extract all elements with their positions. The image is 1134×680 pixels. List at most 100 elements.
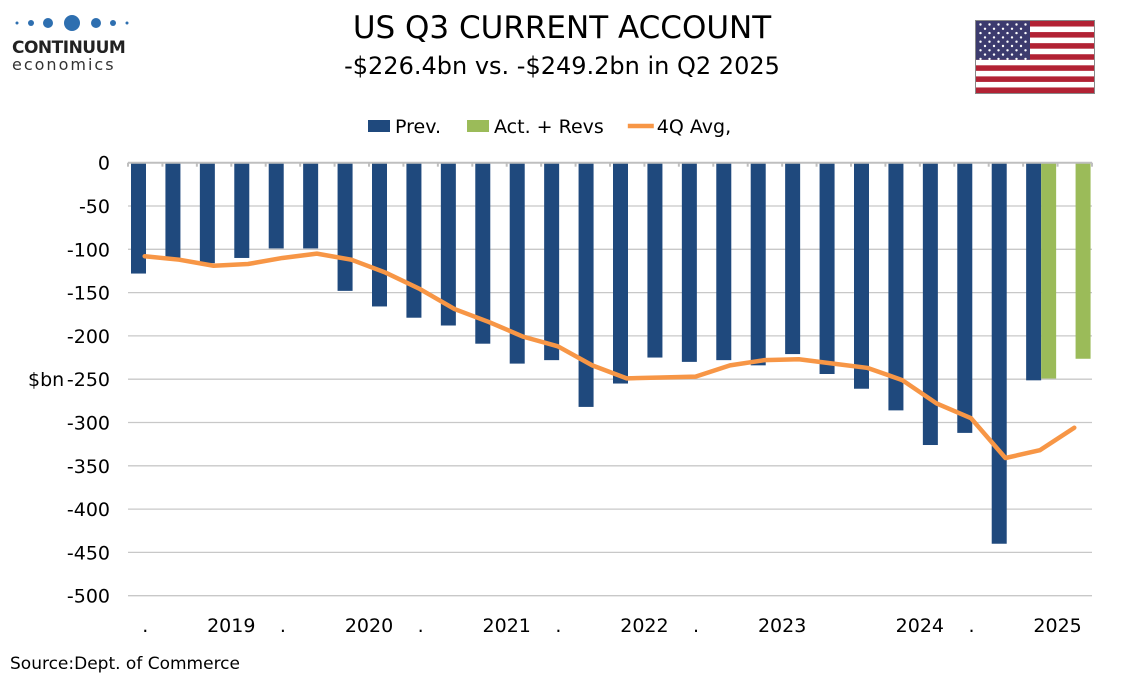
flag-star xyxy=(988,49,991,52)
y-tick-label: -450 xyxy=(67,542,110,564)
flag-star xyxy=(1006,40,1009,43)
bar-prev xyxy=(440,162,456,326)
flag-star xyxy=(1001,27,1005,30)
us-flag-icon xyxy=(975,20,1095,94)
bar-prev xyxy=(406,162,422,318)
flag-star xyxy=(1006,49,1009,52)
legend-label: Prev. xyxy=(395,116,441,138)
flag-star xyxy=(1001,36,1005,39)
chart-title: US Q3 CURRENT ACCOUNT xyxy=(352,10,772,46)
bar-prev xyxy=(268,162,284,249)
x-tick-label: 2019 xyxy=(207,615,255,637)
x-tick-label: . xyxy=(693,615,699,637)
x-tick-label: . xyxy=(280,615,286,637)
flag-star xyxy=(988,23,991,26)
x-tick-label: 2020 xyxy=(345,615,393,637)
flag-stripe xyxy=(976,54,1094,61)
bar-prev xyxy=(199,162,215,264)
bar-prev xyxy=(819,162,835,375)
bar-prev xyxy=(1026,162,1042,381)
line-4q-avg xyxy=(142,251,1077,461)
bar-prev xyxy=(647,162,663,358)
flag-star xyxy=(983,36,987,39)
bar-prev xyxy=(475,162,491,344)
flag-border xyxy=(975,20,1095,94)
x-tick-label: 2023 xyxy=(758,615,806,637)
flag-star xyxy=(997,49,1000,52)
flag-stripe xyxy=(976,65,1094,72)
flag-star xyxy=(979,23,982,26)
bar-prev xyxy=(509,162,525,364)
flag-star xyxy=(997,57,1000,61)
y-tick-label: 0 xyxy=(98,153,110,175)
flag-star xyxy=(1015,40,1018,43)
flag-star xyxy=(992,44,996,48)
x-tick-label: . xyxy=(142,615,148,637)
flag-star xyxy=(979,57,982,61)
flag-star xyxy=(1024,49,1027,52)
x-tick-label: . xyxy=(968,615,974,637)
flag-stripe xyxy=(976,70,1094,77)
y-tick-label: -500 xyxy=(67,586,110,608)
source-note: Source:Dept. of Commerce xyxy=(10,654,240,674)
y-tick-label: -50 xyxy=(79,196,110,218)
x-tick-label: 2021 xyxy=(483,615,531,637)
flag-stripe xyxy=(976,48,1094,55)
bar-prev xyxy=(372,162,387,307)
legend-label: 4Q Avg, xyxy=(657,116,731,138)
bar-prev xyxy=(613,162,628,384)
legend-swatch xyxy=(368,120,390,132)
flag-star xyxy=(992,36,996,39)
flag-star xyxy=(1024,40,1027,43)
logo-name: CONTINUUM xyxy=(12,38,126,58)
flag-star xyxy=(1010,44,1014,48)
flag-star xyxy=(979,40,982,43)
logo-dots-icon xyxy=(15,15,129,31)
flag-star xyxy=(1006,23,1009,26)
legend-swatch xyxy=(467,120,490,132)
flag-star xyxy=(1019,44,1023,48)
bar-prev xyxy=(165,162,181,259)
flag-star xyxy=(1001,44,1005,48)
flag-star xyxy=(992,27,996,30)
flag-star xyxy=(988,57,991,61)
flag-star xyxy=(1015,57,1018,61)
y-tick-label: -250 xyxy=(67,369,110,391)
y-tick-label: -350 xyxy=(67,456,110,478)
flag-stripe xyxy=(976,59,1094,66)
bar-prev xyxy=(131,162,146,274)
bar-prev xyxy=(750,162,766,366)
bar-prev xyxy=(337,162,353,291)
x-tick-label: 2022 xyxy=(620,615,668,637)
bar-prev xyxy=(922,162,938,446)
flag-star xyxy=(1019,27,1023,30)
flag-star xyxy=(1010,53,1014,56)
flag-stripe xyxy=(976,87,1094,94)
flag-star xyxy=(979,31,982,35)
x-tick-label: . xyxy=(555,615,561,637)
flag-star xyxy=(1019,36,1023,39)
flag-star xyxy=(983,53,987,56)
flag-star xyxy=(988,40,991,43)
flag-star xyxy=(1024,23,1027,26)
flag-star xyxy=(1006,57,1009,61)
flag-star xyxy=(997,23,1000,26)
y-tick-label: -300 xyxy=(67,413,110,435)
bar-prev xyxy=(888,162,904,411)
bar-act xyxy=(1075,162,1091,359)
flag-star xyxy=(1024,57,1027,61)
flag-stripe xyxy=(976,26,1094,33)
flag-star xyxy=(1015,23,1018,26)
y-tick-label: -150 xyxy=(67,283,110,305)
y-axis-label: $bn xyxy=(28,369,64,391)
x-tick-label: 2024 xyxy=(896,615,944,637)
bar-prev xyxy=(234,162,250,258)
flag-star xyxy=(1019,53,1023,56)
flag-star xyxy=(1010,36,1014,39)
bar-prev xyxy=(854,162,869,389)
flag-star xyxy=(1001,53,1005,56)
flag-stripe xyxy=(976,43,1094,49)
y-tick-label: -200 xyxy=(67,326,110,348)
flag-stripe xyxy=(976,76,1094,83)
